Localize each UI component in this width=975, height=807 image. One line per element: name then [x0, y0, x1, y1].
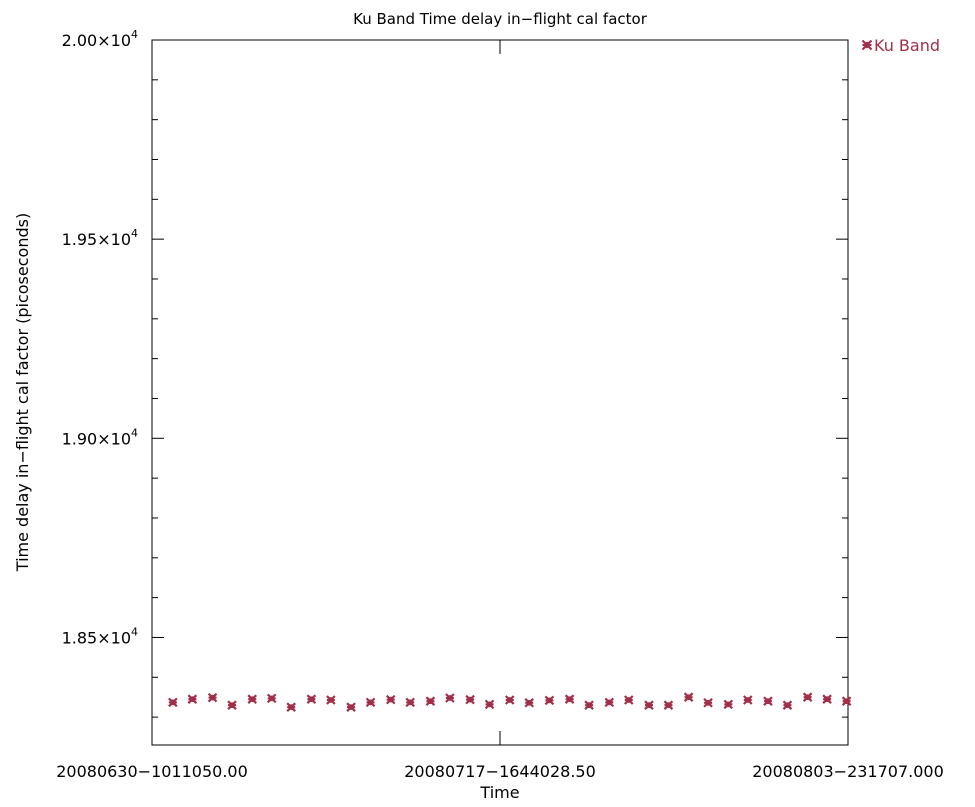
- data-point: [504, 695, 515, 705]
- x-axis-label: Time: [479, 783, 519, 802]
- data-point: [663, 700, 674, 710]
- data-point: [604, 697, 615, 708]
- data-point: [247, 694, 258, 704]
- legend-marker-icon: [861, 39, 873, 51]
- data-point: [723, 699, 734, 710]
- y-tick-label: 1.95×104: [62, 227, 138, 249]
- x-tick-label: 20080803−231707.000: [752, 762, 944, 781]
- legend-label: Ku Band: [874, 36, 940, 55]
- x-tick-label: 20080717−1644028.50: [404, 762, 596, 781]
- data-point: [841, 696, 852, 706]
- data-point: [742, 695, 753, 705]
- y-tick-exponent: 4: [131, 625, 138, 638]
- chart-title: Ku Band Time delay in−flight cal factor: [353, 10, 648, 28]
- data-point: [306, 694, 317, 704]
- data-point: [644, 700, 654, 710]
- y-tick-mantissa: 1.90×10: [62, 429, 131, 448]
- legend: Ku Band: [861, 36, 940, 55]
- data-point: [524, 698, 535, 708]
- data-point: [763, 696, 773, 706]
- data-point: [683, 692, 694, 702]
- x-tick-label: 20080630−1011050.00: [56, 762, 248, 781]
- y-tick-exponent: 4: [131, 426, 138, 439]
- y-tick-label: 1.85×104: [62, 625, 138, 647]
- data-point: [385, 694, 396, 705]
- data-point: [445, 693, 455, 703]
- series-ku-band: [168, 692, 852, 712]
- data-point: [425, 696, 436, 706]
- data-point: [623, 695, 634, 705]
- data-point: [782, 700, 793, 710]
- y-axis-label: Time delay in−flight cal factor (picosec…: [13, 213, 32, 572]
- y-tick-mantissa: 1.85×10: [62, 628, 131, 647]
- data-point: [286, 702, 296, 712]
- data-point: [365, 697, 376, 708]
- data-point: [266, 693, 277, 704]
- data-point: [584, 700, 594, 710]
- data-point: [484, 699, 495, 710]
- data-point: [227, 700, 237, 710]
- data-point: [822, 694, 832, 704]
- data-point: [326, 695, 336, 705]
- data-point: [168, 697, 178, 708]
- data-point: [703, 698, 713, 708]
- x-axis: 20080630−1011050.00 20080717−1644028.50 20…: [56, 40, 944, 781]
- data-point: [802, 692, 813, 702]
- data-point: [405, 697, 415, 708]
- y-tick-exponent: 4: [131, 28, 138, 41]
- y-tick-label: 1.90×104: [62, 426, 138, 448]
- data-point: [187, 694, 198, 704]
- data-point: [564, 694, 575, 704]
- legend-asterisk: [861, 39, 873, 51]
- y-tick-mantissa: 2.00×10: [62, 31, 131, 50]
- y-tick-label: 2.00×104: [62, 28, 138, 50]
- data-point: [465, 694, 475, 705]
- y-tick-exponent: 4: [131, 227, 138, 240]
- data-point: [346, 702, 356, 712]
- data-point: [544, 695, 555, 706]
- data-point: [207, 692, 218, 703]
- y-tick-mantissa: 1.95×10: [62, 230, 131, 249]
